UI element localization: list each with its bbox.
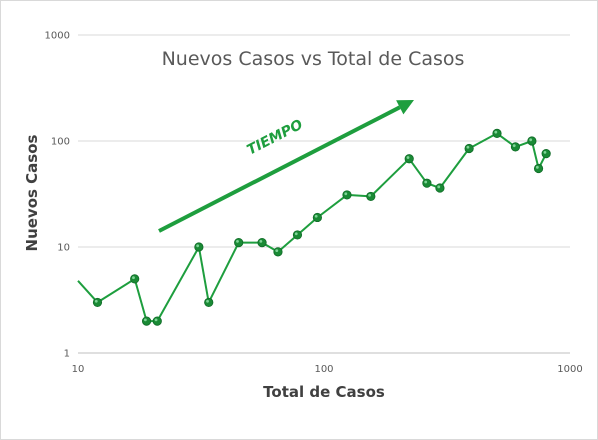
- y-tick-label-1000: 1000: [45, 31, 70, 42]
- y-axis-title: Nuevos Casos: [23, 134, 41, 251]
- tiempo-label: TIEMPO: [245, 117, 306, 159]
- gridlines: [78, 34, 570, 248]
- data-point-highlight-4: [154, 318, 158, 322]
- tiempo-arrow-line: [158, 105, 401, 233]
- y-tick-label-1: 1: [64, 349, 70, 360]
- data-point-12: [342, 190, 352, 200]
- data-point-highlight-16: [437, 185, 441, 189]
- x-tick-label-1000: 1000: [557, 364, 582, 375]
- data-point-highlight-9: [275, 249, 279, 253]
- data-point-6: [204, 297, 214, 308]
- data-point-highlight-6: [206, 299, 209, 303]
- data-point-highlight-8: [259, 240, 263, 243]
- data-point-7: [234, 238, 244, 248]
- data-point-19: [510, 142, 521, 152]
- data-point-highlight-20: [529, 138, 533, 142]
- tiempo-annotation: TIEMPO: [158, 100, 414, 233]
- data-point-2: [130, 274, 140, 284]
- y-tick-label-100: 100: [51, 137, 70, 148]
- data-point-10: [292, 230, 303, 240]
- data-point-highlight-22: [543, 151, 547, 154]
- data-point-9: [273, 247, 283, 257]
- data-point-4: [152, 316, 162, 326]
- data-point-highlight-7: [236, 240, 239, 243]
- data-point-15: [422, 178, 432, 188]
- y-tick-label-10: 10: [57, 243, 70, 254]
- data-point-highlight-1: [94, 299, 98, 303]
- tiempo-arrow-head: [396, 100, 414, 115]
- x-tick-label-10: 10: [72, 364, 85, 375]
- data-point-20: [527, 136, 537, 146]
- data-point-22: [541, 149, 551, 159]
- x-tick-label-100: 100: [314, 364, 333, 375]
- chart-title: Nuevos Casos vs Total de Casos: [162, 48, 465, 70]
- data-point-highlight-5: [196, 244, 200, 248]
- series-line-0: [77, 132, 548, 323]
- data-point-1: [92, 297, 103, 308]
- data-point-13: [366, 191, 376, 202]
- data-point-highlight-19: [512, 144, 516, 148]
- data-point-11: [312, 212, 322, 223]
- series: [77, 128, 551, 326]
- data-point-17: [464, 143, 474, 154]
- data-point-highlight-3: [143, 318, 147, 322]
- data-point-highlight-17: [466, 145, 470, 149]
- data-point-highlight-12: [344, 192, 348, 196]
- data-point-3: [141, 316, 152, 326]
- data-point-18: [492, 128, 502, 138]
- data-point-highlight-2: [132, 276, 135, 280]
- data-point-highlight-14: [406, 156, 410, 159]
- data-point-21: [533, 163, 544, 174]
- data-point-5: [194, 242, 204, 252]
- data-point-16: [435, 183, 445, 193]
- data-point-highlight-18: [494, 130, 498, 134]
- data-point-highlight-11: [314, 214, 318, 218]
- x-axis-title: Total de Casos: [263, 383, 385, 401]
- data-point-highlight-21: [535, 165, 539, 169]
- data-point-highlight-13: [368, 193, 372, 197]
- data-point-14: [404, 154, 414, 164]
- data-point-highlight-10: [294, 232, 298, 236]
- data-point-8: [257, 238, 267, 248]
- data-point-highlight-15: [424, 180, 428, 184]
